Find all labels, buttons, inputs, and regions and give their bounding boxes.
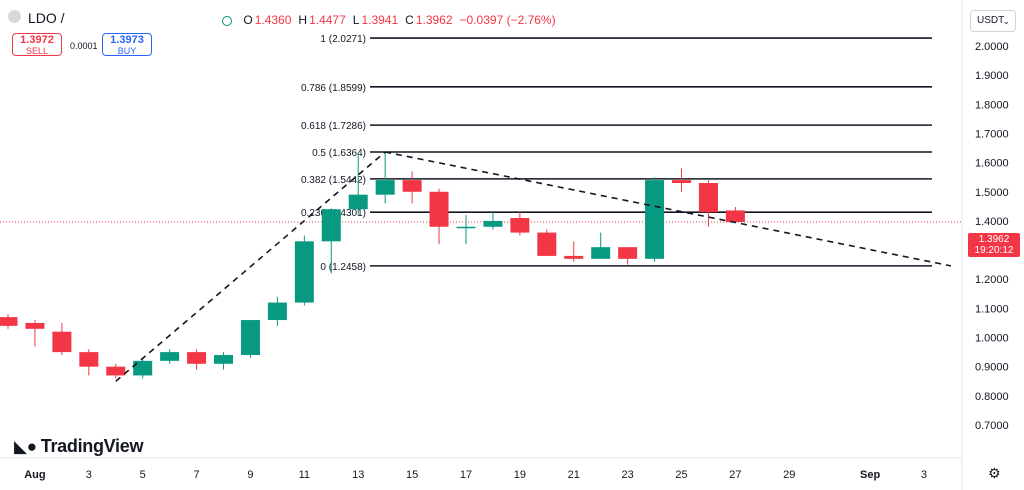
candle-body: [537, 232, 557, 256]
x-tick-label: 11: [299, 469, 310, 481]
candle-body: [564, 255, 584, 259]
candle-body: [187, 352, 207, 364]
candle-body: [402, 180, 422, 192]
fib-level-label: 0.382 (1.5442): [301, 175, 366, 186]
candle-body: [510, 218, 530, 233]
candle-body: [348, 194, 368, 210]
candle-body: [375, 180, 395, 195]
y-tick-label: 1.6000: [975, 158, 1009, 170]
y-tick-label: 0.7000: [975, 420, 1009, 432]
ohlc-key: C: [405, 13, 414, 27]
x-tick-label: 9: [247, 469, 253, 481]
spread-value: 0.0001: [70, 41, 98, 51]
y-tick-label: 1.9000: [975, 70, 1009, 82]
candle-body: [79, 352, 99, 367]
sell-label: SELL: [25, 46, 49, 56]
x-tick-label: 29: [783, 469, 795, 481]
x-tick-label: 19: [514, 469, 526, 481]
trend-line: [115, 151, 386, 382]
candle-body: [321, 209, 341, 242]
x-tick-label: 7: [194, 469, 200, 481]
candle-body: [672, 180, 692, 184]
y-tick-label: 1.7000: [975, 128, 1009, 140]
y-tick-label: 1.5000: [975, 187, 1009, 199]
buy-label: BUY: [117, 46, 137, 56]
candle-body: [456, 226, 476, 229]
y-tick-label: 0.9000: [975, 362, 1009, 374]
x-tick-label: 3: [921, 469, 927, 481]
fib-level-label: 0.5 (1.6364): [312, 148, 366, 159]
trend-line: [385, 151, 952, 267]
ohlc-value: 1.4477: [309, 13, 346, 27]
ohlc-legend: O 1.4360 H 1.4477 L 1.3941 C 1.3962 −0.0397 (−2.…: [222, 13, 563, 27]
ohlc-key: L: [352, 13, 360, 27]
y-tick-label: 1.4000: [975, 216, 1009, 228]
x-tick-label: 13: [352, 469, 364, 481]
ohlc-key: O: [243, 13, 253, 27]
x-tick-label: 23: [622, 469, 634, 481]
x-tick-label: 21: [568, 469, 580, 481]
candle-body: [725, 210, 745, 223]
candle-body: [267, 302, 287, 321]
fib-level-label: 0 (1.2458): [320, 262, 366, 273]
candle-body: [429, 191, 449, 227]
candle-body: [698, 183, 718, 213]
buy-price: 1.3973: [110, 34, 144, 46]
y-tick-label: 1.0000: [975, 333, 1009, 345]
fib-level-label: 1 (2.0271): [320, 34, 366, 45]
x-tick-label: 17: [460, 469, 472, 481]
y-tick-label: 1.8000: [975, 99, 1009, 111]
x-tick-label: 5: [140, 469, 146, 481]
candle-body: [0, 317, 18, 326]
currency-value: USDT: [977, 15, 1005, 26]
x-tick-label: 15: [406, 469, 418, 481]
candle-body: [618, 247, 638, 259]
candle-body: [483, 220, 503, 227]
brand-name: TradingView: [40, 436, 144, 456]
chevron-down-icon: ⌄: [1002, 16, 1010, 26]
x-tick-label: 3: [86, 469, 92, 481]
fib-level-label: 0.618 (1.7286): [301, 121, 366, 132]
x-tick-label: Sep: [860, 469, 880, 481]
candle-body: [133, 360, 153, 376]
sell-button[interactable]: 1.3972 SELL: [12, 33, 62, 56]
symbol-logo-icon: [8, 10, 21, 23]
ohlc-value: 1.4360: [254, 13, 292, 27]
candle-body: [591, 247, 611, 259]
candle-body: [645, 180, 665, 259]
ohlc-value: 1.3962: [415, 13, 453, 27]
y-tick-label: 0.8000: [975, 391, 1009, 403]
sell-price: 1.3972: [20, 34, 54, 46]
last-price-value: 1.3962: [978, 234, 1010, 245]
candle-body: [240, 320, 260, 356]
tradingview-brand[interactable]: ◣● TradingView: [14, 436, 143, 457]
ohlc-value: 1.3941: [361, 13, 399, 27]
fib-level-label: 0.786 (1.8599): [301, 83, 366, 94]
candle-body: [214, 355, 234, 364]
ohlc-value: −0.0397 (−2.76%): [459, 13, 556, 27]
x-tick-label: 25: [675, 469, 687, 481]
gear-icon[interactable]: ⚙: [988, 465, 1001, 481]
buy-button[interactable]: 1.3973 BUY: [102, 33, 152, 56]
legend-dot-icon: [222, 15, 232, 26]
y-tick-label: 2.0000: [975, 41, 1009, 53]
last-price-tag: 1.3962 19:20:12: [968, 233, 1020, 257]
ohlc-key: H: [298, 13, 308, 27]
candle-body: [25, 322, 45, 329]
x-tick-label: Aug: [24, 469, 45, 481]
y-tick-label: 1.1000: [975, 303, 1009, 315]
x-tick-label: 27: [729, 469, 741, 481]
y-tick-label: 1.2000: [975, 274, 1009, 286]
countdown-value: 19:20:12: [974, 245, 1014, 256]
currency-select[interactable]: USDT ⌄: [970, 10, 1016, 32]
candle-body: [160, 352, 180, 361]
candle-body: [294, 241, 314, 303]
candle-body: [52, 331, 72, 353]
candle-body: [106, 366, 126, 376]
symbol-title[interactable]: LDO /: [28, 10, 65, 26]
tradingview-logo-icon: ◣●: [14, 437, 37, 456]
